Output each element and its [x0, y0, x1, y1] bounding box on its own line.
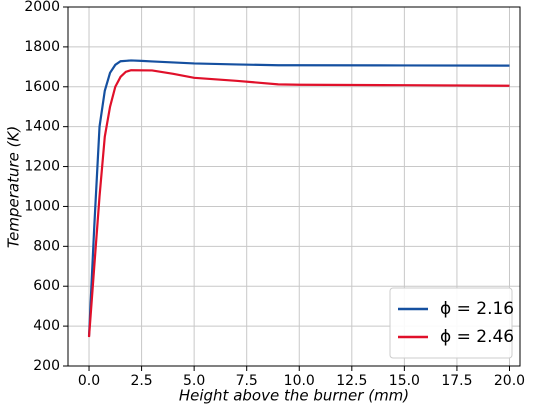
y-tick-label: 600: [33, 278, 60, 294]
x-tick-label: 20.0: [494, 373, 525, 389]
x-tick-label: 15.0: [389, 373, 420, 389]
plot-frame: [67, 6, 521, 367]
y-tick-label: 2000: [24, 0, 60, 15]
data-line: [87, 69, 510, 338]
y-tick-label: 1000: [24, 198, 60, 214]
y-tick-label: 400: [33, 318, 60, 334]
x-tick-label: 7.5: [236, 373, 258, 389]
data-line: [87, 59, 510, 337]
x-tick-label: 2.5: [130, 373, 152, 389]
y-axis-label: Temperature (K): [5, 126, 23, 248]
x-tick-label: 17.5: [441, 373, 472, 389]
x-tick-label: 5.0: [183, 373, 205, 389]
x-tick-label: 0.0: [78, 373, 100, 389]
y-tick-label: 1200: [24, 159, 60, 175]
legend-box: [389, 287, 513, 359]
y-tick-label: 1400: [24, 119, 60, 135]
y-tick-label: 1600: [24, 79, 60, 95]
x-tick-label: 12.5: [336, 373, 367, 389]
legend-label: ϕ = 2.16: [440, 299, 514, 319]
y-tick-label: 1800: [24, 39, 60, 55]
y-tick-label: 200: [33, 358, 60, 374]
x-tick-label: 10.0: [284, 373, 315, 389]
y-tick-label: 800: [33, 238, 60, 254]
legend-label: ϕ = 2.46: [440, 327, 514, 347]
x-axis-label: Height above the burner (mm): [179, 387, 409, 405]
